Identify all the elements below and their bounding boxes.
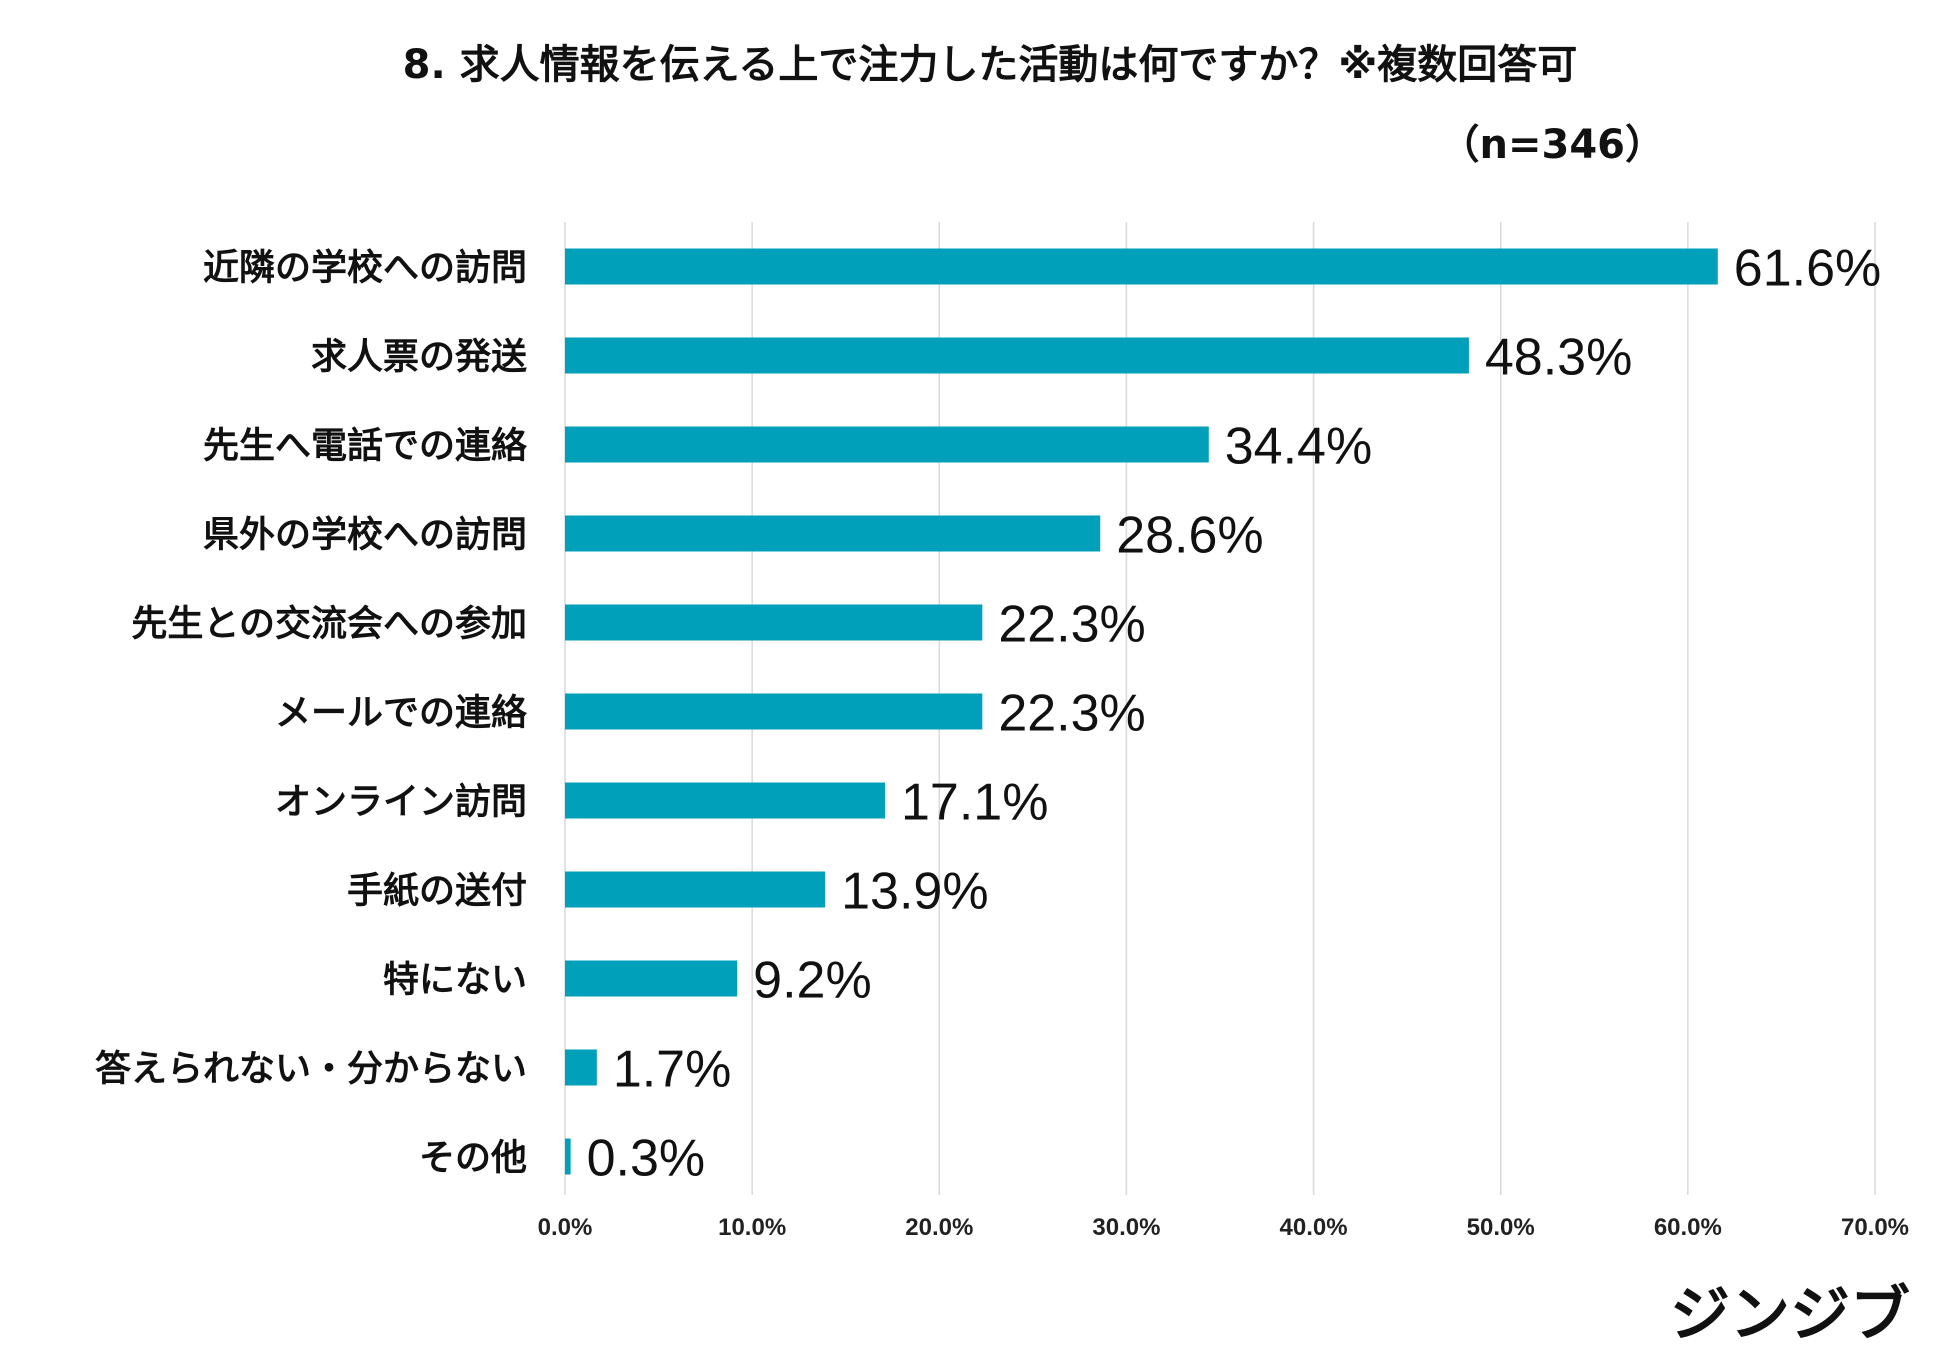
x-axis-ticks: 0.0% 10.0% 20.0% 30.0% 40.0% 50.0% 60.0% 70.0% — [538, 1214, 1909, 1241]
x-tick-label: 30.0% — [1092, 1214, 1160, 1241]
data-label: 9.2% — [753, 952, 872, 1010]
data-label: 17.1% — [901, 774, 1048, 832]
x-tick-label: 0.0% — [538, 1214, 593, 1241]
bar — [565, 515, 1101, 552]
category-labels: 近隣の学校への訪問求人票の発送先生へ電話での連絡県外の学校への訪問先生との交流会… — [95, 247, 528, 1179]
category-label: 先生との交流会への参加 — [131, 603, 527, 645]
category-label: その他 — [419, 1138, 527, 1179]
data-label: 13.9% — [841, 863, 988, 921]
data-label: 22.3% — [998, 596, 1145, 654]
x-tick-label: 70.0% — [1841, 1214, 1909, 1241]
chart-title: 8. 求人情報を伝える上で注力した活動は何ですか？※複数回答可 — [403, 42, 1578, 88]
bar — [565, 960, 738, 997]
bars — [565, 248, 1718, 1175]
data-label: 28.6% — [1116, 507, 1263, 565]
category-label: 答えられない・分からない — [95, 1049, 527, 1090]
data-label: 34.4% — [1225, 418, 1372, 476]
category-label: 手紙の送付 — [347, 871, 527, 912]
bar — [565, 1049, 597, 1086]
category-label: オンライン訪問 — [275, 782, 527, 823]
category-label: 先生へ電話での連絡 — [203, 426, 528, 467]
data-label: 48.3% — [1485, 329, 1632, 387]
brand-logo: ジンジブ — [1670, 1280, 1910, 1350]
x-tick-label: 60.0% — [1654, 1214, 1722, 1241]
bar — [565, 248, 1718, 285]
bar — [565, 604, 983, 641]
category-label: 求人票の発送 — [311, 337, 527, 378]
x-tick-label: 50.0% — [1467, 1214, 1535, 1241]
category-label: 特にない — [383, 960, 527, 1001]
category-label: 近隣の学校への訪問 — [203, 247, 527, 289]
bar — [565, 871, 826, 908]
data-label: 0.3% — [587, 1130, 706, 1188]
data-labels: 61.6% 48.3% 34.4% 28.6% 22.3% 22.3% 17.1% 13.9%… — [587, 240, 1882, 1188]
data-label: 61.6% — [1734, 240, 1881, 298]
bar — [565, 1138, 571, 1175]
x-tick-label: 10.0% — [718, 1214, 786, 1241]
bar — [565, 782, 886, 819]
category-label: メールでの連絡 — [275, 693, 528, 734]
chart-subtitle: （n=346） — [1440, 122, 1666, 168]
bar — [565, 426, 1209, 463]
data-label: 22.3% — [998, 685, 1145, 743]
x-tick-label: 20.0% — [905, 1214, 973, 1241]
category-label: 県外の学校への訪問 — [203, 514, 527, 556]
bar — [565, 693, 983, 730]
bar — [565, 337, 1469, 374]
data-label: 1.7% — [613, 1041, 732, 1099]
x-tick-label: 40.0% — [1280, 1214, 1348, 1241]
